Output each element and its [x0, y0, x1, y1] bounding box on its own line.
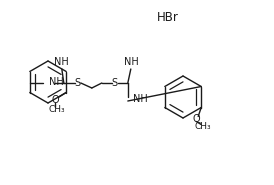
Text: HBr: HBr — [157, 11, 179, 23]
Text: CH₃: CH₃ — [195, 122, 212, 131]
Text: S: S — [75, 78, 81, 88]
Text: O: O — [192, 114, 200, 124]
Text: NH: NH — [133, 94, 148, 104]
Text: NH: NH — [55, 57, 69, 67]
Text: NH: NH — [49, 77, 64, 87]
Text: S: S — [112, 78, 118, 88]
Text: CH₃: CH₃ — [49, 105, 65, 114]
Text: NH: NH — [124, 57, 139, 67]
Text: O: O — [51, 95, 59, 105]
